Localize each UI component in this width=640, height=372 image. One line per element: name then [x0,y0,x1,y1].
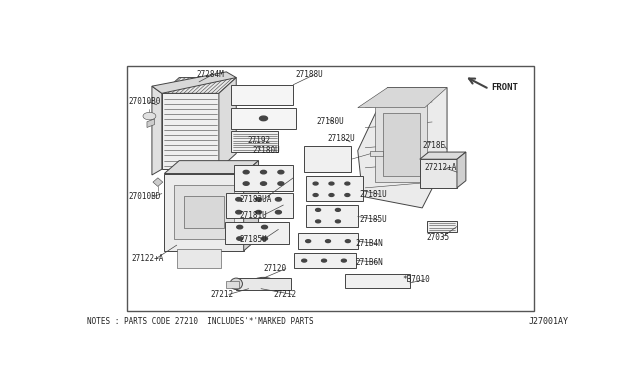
Bar [231,108,296,129]
Circle shape [260,182,266,185]
Circle shape [278,170,284,174]
Text: 27180U: 27180U [252,146,280,155]
Text: 27010BD: 27010BD [129,192,161,201]
Text: 27284M: 27284M [196,70,224,79]
Circle shape [326,240,330,243]
Circle shape [313,182,318,185]
Text: 27185U: 27185U [359,215,387,224]
Circle shape [243,182,249,185]
Text: 27035: 27035 [426,232,449,242]
Polygon shape [152,72,236,93]
Text: FRONT: FRONT [492,83,518,92]
Text: 27180U: 27180U [316,118,344,126]
Circle shape [329,182,334,185]
Text: 27182UA: 27182UA [240,195,272,204]
Polygon shape [420,152,466,159]
Circle shape [301,259,307,262]
Bar [231,85,293,105]
Circle shape [260,170,266,174]
Text: 27212: 27212 [210,290,233,299]
Circle shape [143,112,156,120]
Text: *B7010: *B7010 [403,275,430,284]
Bar [162,93,219,169]
Bar [236,278,291,289]
Text: 27181U: 27181U [359,190,387,199]
Bar [184,196,224,228]
Bar [177,250,221,268]
Polygon shape [457,152,466,188]
Bar [234,165,293,191]
Text: 27122+A: 27122+A [131,254,163,263]
Bar [127,66,534,311]
Circle shape [236,198,242,201]
Polygon shape [162,78,236,93]
Circle shape [306,240,310,243]
Bar [428,221,457,232]
Bar [298,233,358,250]
Text: 27120: 27120 [264,264,287,273]
Ellipse shape [230,278,243,289]
Circle shape [243,170,249,174]
Bar [346,274,410,288]
Circle shape [321,259,326,262]
Bar [174,185,234,240]
Text: J27001AY: J27001AY [529,317,568,326]
Circle shape [237,237,243,240]
Bar [375,102,428,182]
Circle shape [255,211,262,214]
Circle shape [236,211,242,214]
Bar [370,151,383,156]
Bar [225,222,289,244]
Bar [383,113,420,176]
Circle shape [316,220,321,223]
Polygon shape [358,87,447,208]
Text: 27212: 27212 [273,290,296,299]
Polygon shape [152,86,162,175]
Circle shape [237,225,243,229]
Circle shape [313,193,318,196]
Circle shape [316,208,321,211]
Circle shape [341,259,346,262]
Circle shape [255,198,262,201]
Polygon shape [358,87,447,108]
Circle shape [278,182,284,185]
Polygon shape [147,119,154,128]
Polygon shape [219,78,236,169]
Bar [164,173,244,251]
Bar [304,146,351,172]
Bar [420,159,457,188]
Bar [306,205,358,227]
Polygon shape [244,161,259,251]
Circle shape [262,225,268,229]
Bar [306,176,363,201]
Polygon shape [153,178,163,186]
Circle shape [262,237,268,240]
Text: 27212+A: 27212+A [425,163,457,172]
Circle shape [335,220,340,223]
Circle shape [329,193,334,196]
Circle shape [275,198,282,201]
Ellipse shape [252,278,275,288]
Circle shape [345,182,350,185]
Circle shape [345,193,350,196]
Circle shape [346,240,350,243]
Text: 271B6N: 271B6N [355,258,383,267]
Polygon shape [164,161,259,173]
Circle shape [335,208,340,211]
Text: 27010B0: 27010B0 [129,97,161,106]
Bar [227,193,293,218]
Bar [294,253,356,268]
Text: 2718E: 2718E [422,141,445,150]
Text: 27192: 27192 [248,136,271,145]
Text: 27185U: 27185U [240,235,268,244]
Text: 27182U: 27182U [327,134,355,143]
Text: 27181U: 27181U [240,211,268,219]
Text: 27188U: 27188U [296,70,323,79]
Text: 271B4N: 271B4N [355,239,383,248]
Circle shape [260,116,268,121]
Bar [231,131,278,152]
Bar [227,281,239,288]
Circle shape [275,211,282,214]
Text: NOTES : PARTS CODE 27210  INCLUDES'*'MARKED PARTS: NOTES : PARTS CODE 27210 INCLUDES'*'MARK… [88,317,314,326]
